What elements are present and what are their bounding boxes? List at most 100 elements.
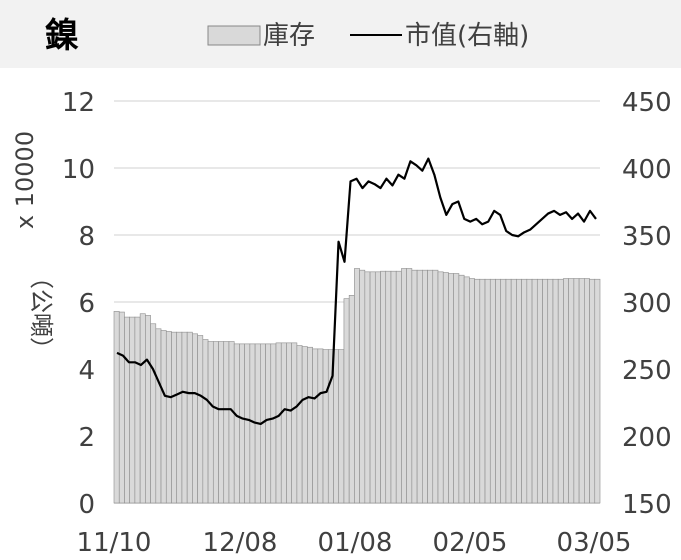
inventory-bar: [563, 278, 569, 504]
y-left-tick-label: 12: [62, 88, 95, 118]
inventory-bar: [448, 273, 454, 504]
inventory-bar: [380, 270, 387, 504]
inventory-bar: [139, 313, 146, 504]
inventory-bar: [578, 278, 585, 504]
inventory-bar: [442, 272, 449, 504]
y-left-tick-labels: 0 2 4 6 8 10 12: [62, 88, 95, 520]
inventory-bar: [296, 345, 303, 504]
inventory-bar: [484, 278, 491, 504]
inventory-bar: [568, 278, 575, 504]
inventory-bar: [280, 342, 287, 504]
inventory-bar: [589, 278, 596, 504]
inventory-bar: [395, 270, 402, 504]
inventory-bar: [124, 316, 130, 504]
inventory-bar: [118, 311, 125, 504]
inventory-bar: [171, 331, 178, 504]
y-right-tick-label: 150: [622, 490, 672, 520]
inventory-bar: [228, 341, 235, 504]
inventory-bar: [422, 269, 428, 504]
legend-label-inventory: 庫存: [263, 21, 315, 51]
x-tick-label: 11/10: [77, 528, 152, 558]
y-left-tick-label: 4: [78, 356, 95, 386]
inventory-bar: [239, 343, 245, 504]
inventory-bar: [479, 278, 486, 504]
inventory-bar: [489, 278, 496, 504]
inventory-bar: [113, 311, 120, 504]
inventory-bar: [505, 278, 512, 504]
inventory-bar: [348, 294, 355, 504]
inventory-bar: [453, 273, 460, 504]
inventory-bar: [542, 278, 549, 504]
inventory-bar: [516, 278, 522, 504]
inventory-bar: [286, 342, 292, 504]
inventory-bar: [155, 328, 162, 504]
inventory-bar: [301, 346, 308, 504]
inventory-bar: [427, 269, 434, 504]
inventory-bar: [495, 278, 502, 504]
inventory-bar: [500, 278, 507, 504]
inventory-bar: [469, 278, 475, 504]
inventory-bar: [207, 341, 214, 504]
inventory-bar: [176, 331, 183, 504]
x-tick-labels: 11/10 12/08 01/08 02/05 03/05: [77, 528, 632, 558]
inventory-bar: [557, 278, 564, 504]
inventory-bar: [197, 335, 204, 504]
inventory-bar: [275, 342, 282, 504]
inventory-bar: [270, 343, 277, 504]
inventory-bar: [364, 271, 371, 504]
y-left-tick-label: 2: [78, 423, 95, 453]
legend-swatch-inventory: [207, 25, 261, 46]
legend-label-market-value: 市值(右軸): [405, 21, 529, 51]
inventory-bar: [307, 346, 313, 504]
y-left-tick-label: 0: [78, 490, 95, 520]
inventory-bar: [359, 269, 366, 504]
inventory-bar: [474, 278, 481, 504]
inventory-bar: [212, 341, 219, 504]
inventory-bar: [437, 271, 444, 504]
inventory-bar: [343, 298, 350, 504]
inventory-bar: [192, 333, 198, 504]
inventory-bar: [134, 316, 141, 504]
inventory-bar: [573, 278, 580, 504]
y-right-tick-label: 200: [622, 423, 672, 453]
inventory-bar: [406, 268, 413, 504]
chart-title: 鎳: [45, 16, 79, 56]
inventory-bar: [416, 269, 423, 504]
inventory-bar: [202, 339, 209, 504]
y-right-tick-label: 350: [622, 222, 672, 252]
y-right-tick-label: 250: [622, 356, 672, 386]
y-left-tick-label: 8: [78, 222, 95, 252]
inventory-bar: [536, 278, 543, 504]
y-right-tick-label: 400: [622, 155, 672, 185]
inventory-bar: [411, 269, 418, 504]
inventory-bar: [521, 278, 528, 504]
x-tick-label: 03/05: [557, 528, 632, 558]
inventory-bar: [181, 331, 188, 504]
inventory-bar: [145, 315, 151, 504]
inventory-bar: [584, 278, 590, 504]
x-tick-label: 12/08: [203, 528, 278, 558]
inventory-bar: [322, 349, 329, 504]
inventory-bar: [218, 341, 225, 504]
y-left-axis-label: x 10000: [11, 131, 39, 229]
inventory-bar: [458, 274, 465, 504]
inventory-bars: [113, 268, 601, 504]
inventory-bar: [244, 343, 251, 504]
inventory-bar: [369, 271, 376, 504]
y-left-tick-label: 10: [62, 155, 95, 185]
inventory-bar: [432, 269, 439, 504]
inventory-bar: [354, 268, 360, 504]
inventory-bar: [547, 278, 554, 504]
inventory-bar: [526, 278, 533, 504]
inventory-bar: [165, 331, 172, 504]
y-left-tick-label: 6: [78, 289, 95, 319]
inventory-bar: [390, 270, 397, 504]
inventory-bar: [531, 278, 538, 504]
market-value-line-group: [116, 157, 597, 426]
inventory-bar: [594, 278, 601, 504]
inventory-bar: [333, 349, 340, 504]
inventory-bar: [129, 316, 136, 504]
y-right-tick-labels: 150 200 250 300 350 400 450: [622, 88, 672, 520]
x-tick-label: 02/05: [433, 528, 508, 558]
